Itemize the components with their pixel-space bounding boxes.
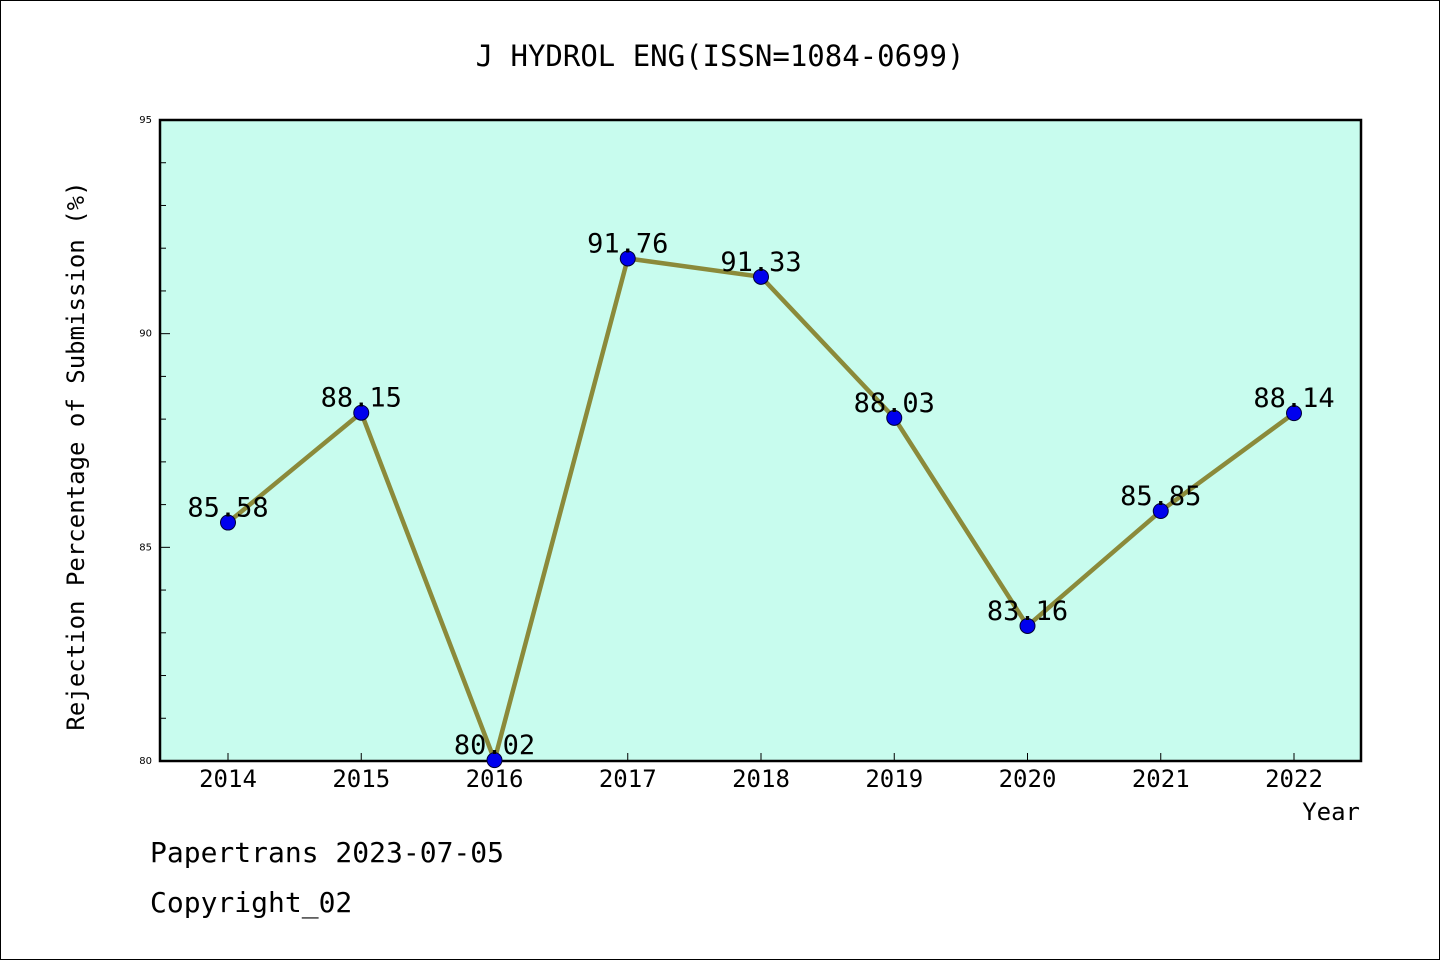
footer-date-text: Papertrans 2023-07-05	[150, 836, 505, 869]
x-tick-label: 2020	[999, 765, 1057, 793]
data-label: 88.03	[854, 388, 935, 419]
data-point	[886, 409, 903, 426]
x-tick-label: 2022	[1265, 765, 1323, 793]
data-point	[1019, 617, 1036, 634]
x-axis: 2014 2015 2016 2017 2018 2019 2020 2021 2022	[199, 753, 1323, 793]
y-tick-label: 90	[139, 329, 152, 340]
x-axis-label: Year	[1302, 798, 1360, 826]
y-tick-label: 80	[139, 756, 152, 767]
plot-area	[158, 118, 1363, 763]
data-point	[486, 752, 503, 769]
data-label: 88.15	[321, 383, 402, 414]
x-tick-label: 2015	[332, 765, 390, 793]
data-label: 85.58	[187, 493, 268, 524]
y-tick-label: 95	[139, 115, 152, 126]
data-point	[1152, 503, 1169, 520]
data-label: 83.16	[987, 596, 1068, 627]
data-label: 88.14	[1253, 383, 1334, 414]
data-point	[753, 268, 769, 285]
x-tick-label: 2021	[1132, 765, 1190, 793]
data-label: 80.02	[454, 730, 535, 761]
series-line-group	[220, 250, 1302, 769]
data-label: 85.85	[1120, 481, 1201, 512]
x-tick-label: 2018	[732, 765, 790, 793]
data-label: 91.33	[720, 247, 801, 278]
data-label: 91.76	[587, 228, 668, 259]
x-tick-label: 2017	[599, 765, 657, 793]
x-tick-label: 2019	[865, 765, 923, 793]
y-axis: 80 85 90 95	[139, 115, 170, 767]
y-axis-label: Rejection Percentage of Submission (%)	[62, 181, 90, 730]
footer-copyright-text: Copyright_02	[150, 886, 353, 919]
data-point	[1286, 405, 1302, 422]
data-labels: 85.58 88.15 80.02 91.76 91.33 88.03 83.16 85.85…	[187, 228, 1334, 761]
data-point	[353, 404, 370, 421]
chart-title: J HYDROL ENG(ISSN=1084-0699)	[476, 39, 965, 73]
x-tick-label: 2014	[199, 765, 257, 793]
data-point	[619, 250, 636, 267]
data-point	[220, 514, 236, 531]
y-tick-label: 85	[139, 542, 152, 553]
x-tick-label: 2016	[466, 765, 524, 793]
